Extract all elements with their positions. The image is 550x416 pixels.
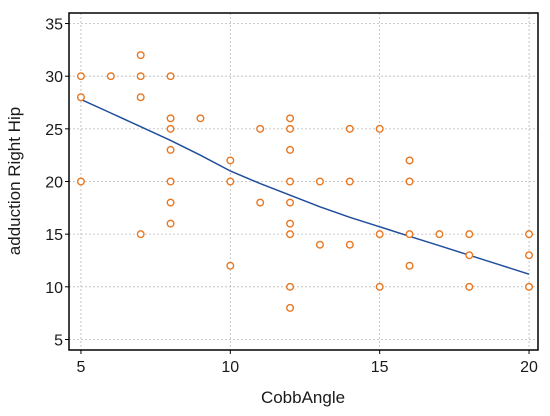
y-axis-ticks: 5 10 15 20 25 30 35 — [45, 17, 69, 349]
scatter-points-layer — [76, 51, 534, 312]
data-point-8 — [166, 72, 175, 81]
data-point-25 — [286, 198, 295, 207]
data-point-27 — [286, 230, 295, 239]
data-point-6 — [136, 93, 145, 102]
grid-lines — [69, 13, 538, 350]
data-point-23 — [286, 145, 295, 154]
data-point-36 — [375, 230, 384, 239]
data-point-7 — [136, 230, 145, 239]
data-point-13 — [166, 198, 175, 207]
data-point-30 — [315, 177, 324, 186]
data-point-17 — [226, 177, 235, 186]
data-point-2 — [76, 177, 85, 186]
data-point-26 — [286, 219, 295, 228]
data-point-20 — [256, 198, 265, 207]
data-point-4 — [136, 51, 145, 60]
y-tick-label-2: 15 — [45, 227, 63, 244]
x-tick-label-2: 15 — [371, 359, 389, 376]
data-point-31 — [315, 240, 324, 249]
data-point-11 — [166, 145, 175, 154]
data-point-38 — [405, 156, 414, 165]
data-point-19 — [256, 124, 265, 133]
x-tick-label-1: 10 — [221, 359, 239, 376]
data-point-9 — [166, 114, 175, 123]
data-point-15 — [196, 114, 205, 123]
x-tick-label-3: 20 — [520, 359, 538, 376]
data-point-39 — [405, 177, 414, 186]
data-point-16 — [226, 156, 235, 165]
plot-frame — [68, 12, 539, 351]
data-point-22 — [286, 124, 295, 133]
data-point-1 — [76, 93, 85, 102]
data-point-33 — [345, 177, 354, 186]
data-point-29 — [286, 303, 295, 312]
data-point-12 — [166, 177, 175, 186]
data-point-0 — [76, 72, 85, 81]
data-point-48 — [525, 282, 534, 291]
data-point-43 — [465, 230, 474, 239]
x-tick-label-0: 5 — [76, 359, 85, 376]
data-point-24 — [286, 177, 295, 186]
data-point-5 — [136, 72, 145, 81]
x-axis-title: CobbAngle — [261, 388, 345, 407]
data-point-18 — [226, 261, 235, 270]
data-point-34 — [345, 240, 354, 249]
data-point-44 — [465, 251, 474, 260]
y-tick-label-6: 35 — [45, 17, 63, 34]
data-point-46 — [525, 230, 534, 239]
trend-line — [80, 98, 530, 275]
y-tick-label-0: 5 — [54, 332, 63, 349]
data-point-21 — [286, 114, 295, 123]
data-point-47 — [525, 251, 534, 260]
y-tick-label-4: 25 — [45, 122, 63, 139]
data-point-32 — [345, 124, 354, 133]
trend-line-layer — [80, 98, 530, 275]
data-point-45 — [465, 282, 474, 291]
data-point-41 — [405, 261, 414, 270]
data-point-42 — [435, 230, 444, 239]
y-tick-label-3: 20 — [45, 175, 63, 192]
data-point-40 — [405, 230, 414, 239]
data-point-14 — [166, 219, 175, 228]
data-point-28 — [286, 282, 295, 291]
data-point-10 — [166, 124, 175, 133]
y-tick-label-1: 10 — [45, 280, 63, 297]
data-point-3 — [106, 72, 115, 81]
data-point-37 — [375, 282, 384, 291]
y-axis-title: adduction Right Hip — [5, 107, 24, 255]
x-axis-ticks: 5 10 15 20 — [76, 350, 538, 376]
data-point-35 — [375, 124, 384, 133]
y-tick-label-5: 30 — [45, 69, 63, 86]
